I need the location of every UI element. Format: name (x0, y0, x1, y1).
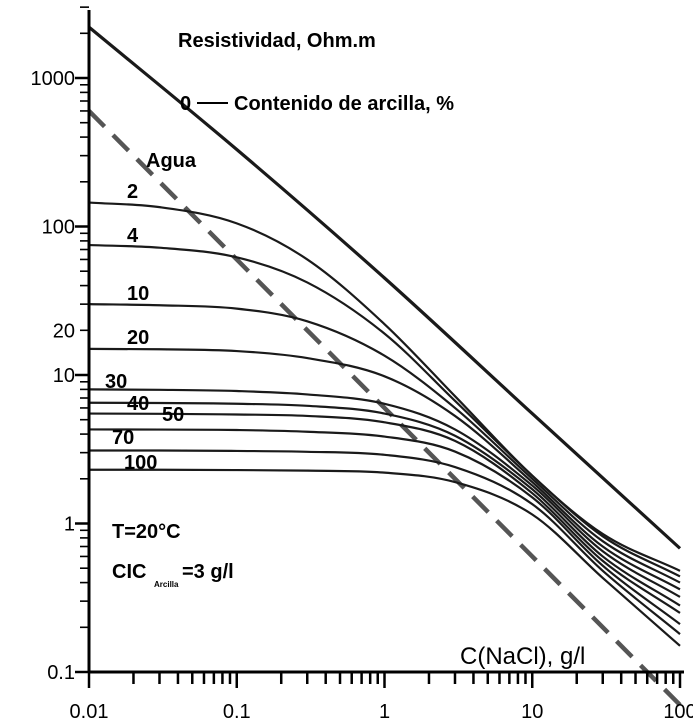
series-line-100 (88, 449, 681, 635)
y-tick-label: 100 (42, 217, 75, 239)
series-line-agua (87, 109, 682, 707)
y-tick-label: 0.1 (47, 662, 75, 684)
y-tick-label: 20 (53, 320, 75, 342)
x-axis-title: C(NaCl), g/l (460, 643, 585, 670)
series-label-50: 50 (162, 404, 184, 426)
series-label-30: 30 (105, 371, 127, 393)
series-label-40: 40 (127, 393, 149, 415)
y-tick-label: 1000 (31, 68, 76, 90)
series-line-50 (88, 412, 681, 614)
x-tick-label: 1 (379, 701, 390, 723)
series-label-4: 4 (127, 225, 139, 247)
x-tick-label: 0.1 (223, 701, 251, 723)
cic-label: CIC (112, 561, 146, 583)
axes-layer (87, 10, 684, 674)
series-line-2 (88, 201, 681, 572)
series-line-0 (87, 25, 682, 550)
curve-legend-label: Contenido de arcilla, % (234, 93, 454, 115)
series-label-20: 20 (127, 327, 149, 349)
series-label-100: 100 (124, 452, 157, 474)
series-line-40 (88, 401, 681, 607)
y-tick-label: 10 (53, 365, 75, 387)
temperature-note: T=20°C (112, 521, 181, 543)
series-label-10: 10 (127, 283, 149, 305)
series-label-2: 2 (127, 181, 138, 203)
series-line-30 (88, 388, 681, 598)
x-tick-label: 100 (663, 701, 693, 723)
y-tick-label: 1 (64, 514, 75, 536)
series-line-unlabeled-11 (88, 468, 681, 647)
curves-layer (87, 25, 682, 707)
series-line-4 (88, 243, 681, 578)
chart-title: Resistividad, Ohm.m (178, 30, 376, 52)
cic-subscript: Arcilla (154, 580, 179, 589)
series-label-agua: Agua (146, 150, 197, 172)
series-line-70 (88, 428, 681, 626)
series-label-0: 0 (180, 93, 191, 115)
series-line-10 (88, 303, 681, 584)
x-tick-label: 10 (521, 701, 543, 723)
series-line-20 (88, 347, 681, 591)
x-tick-label: 0.01 (70, 701, 109, 723)
series-label-70: 70 (112, 427, 134, 449)
cic-value: =3 g/l (182, 561, 234, 583)
